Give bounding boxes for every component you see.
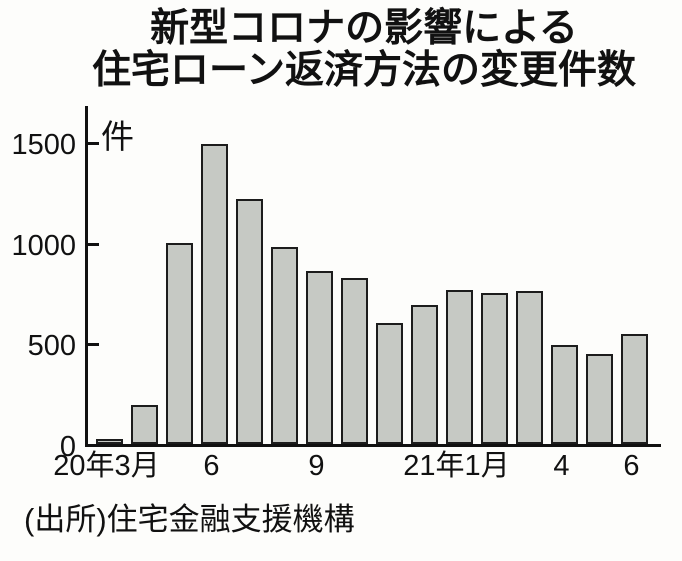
bar-7月 xyxy=(236,199,263,444)
bar-4月 xyxy=(551,345,578,444)
source-label: (出所)住宅金融支援機構 xyxy=(24,502,355,537)
bar-11月 xyxy=(376,323,403,444)
bar-12月 xyxy=(411,305,438,444)
x-axis-label: 6 xyxy=(203,450,220,482)
bar-2月 xyxy=(481,293,508,444)
x-axis-labels: 20年3月 6 9 21年1月 4 6 xyxy=(53,450,661,492)
plot-area xyxy=(85,106,661,447)
y-axis-unit-label: 件 xyxy=(101,118,134,155)
y-axis-tick-label: 1000 xyxy=(11,230,76,262)
x-axis-label: 4 xyxy=(553,450,570,482)
chart-title-line1: 新型コロナの影響による xyxy=(150,7,578,50)
chart-title: 新型コロナの影響による 住宅ローン返済方法の変更件数 xyxy=(0,8,682,91)
y-axis-tick xyxy=(88,243,99,246)
bar-5月 xyxy=(586,354,613,444)
y-axis-tick-label: 500 xyxy=(27,330,76,362)
x-axis-label: 21年1月 xyxy=(403,450,510,482)
x-axis-label: 9 xyxy=(308,450,325,482)
bar-4月 xyxy=(131,405,158,444)
bar-6月 xyxy=(201,144,228,444)
y-axis-tick xyxy=(88,142,99,145)
bar-20年3月 xyxy=(96,439,123,444)
y-axis-tick-label: 0 xyxy=(59,431,76,463)
bar-8月 xyxy=(271,247,298,444)
x-axis-label: 6 xyxy=(623,450,640,482)
bar-21年1月 xyxy=(446,290,473,444)
bar-9月 xyxy=(306,271,333,444)
y-axis-labels: 1500 1000 500 0 xyxy=(0,106,80,462)
bar-3月 xyxy=(516,291,543,444)
bar-6月 xyxy=(621,334,648,444)
y-axis-tick-label: 1500 xyxy=(11,129,76,161)
y-axis-tick xyxy=(88,343,99,346)
chart-title-line2: 住宅ローン返済方法の変更件数 xyxy=(91,48,637,92)
bar-10月 xyxy=(341,278,368,444)
x-axis-label: 20年3月 xyxy=(53,450,160,482)
bar-5月 xyxy=(166,243,193,444)
